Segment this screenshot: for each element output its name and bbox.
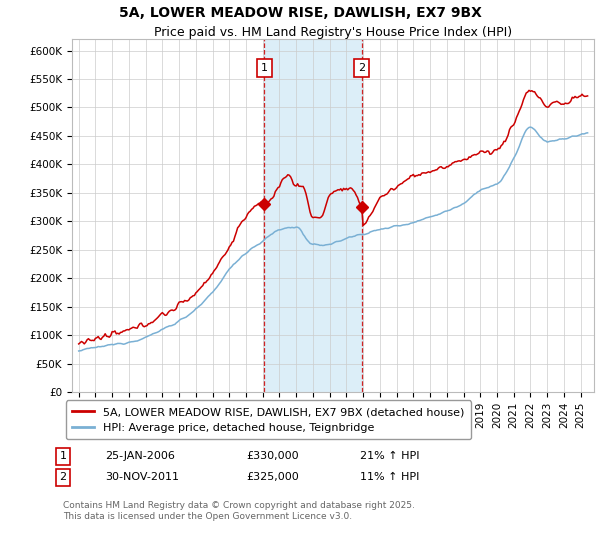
Text: 21% ↑ HPI: 21% ↑ HPI	[360, 451, 419, 461]
Bar	[264, 39, 362, 392]
Text: £330,000: £330,000	[246, 451, 299, 461]
Text: 30-NOV-2011: 30-NOV-2011	[105, 472, 179, 482]
Text: 1: 1	[260, 63, 268, 73]
Text: £325,000: £325,000	[246, 472, 299, 482]
Legend: 5A, LOWER MEADOW RISE, DAWLISH, EX7 9BX (detached house), HPI: Average price, de: 5A, LOWER MEADOW RISE, DAWLISH, EX7 9BX …	[65, 400, 472, 439]
Text: 11% ↑ HPI: 11% ↑ HPI	[360, 472, 419, 482]
Text: 5A, LOWER MEADOW RISE, DAWLISH, EX7 9BX: 5A, LOWER MEADOW RISE, DAWLISH, EX7 9BX	[119, 6, 481, 20]
Title: Price paid vs. HM Land Registry's House Price Index (HPI): Price paid vs. HM Land Registry's House …	[154, 26, 512, 39]
Text: 2: 2	[59, 472, 67, 482]
Text: 2: 2	[358, 63, 365, 73]
Text: Contains HM Land Registry data © Crown copyright and database right 2025.
This d: Contains HM Land Registry data © Crown c…	[63, 501, 415, 521]
Text: 1: 1	[59, 451, 67, 461]
Text: 25-JAN-2006: 25-JAN-2006	[105, 451, 175, 461]
